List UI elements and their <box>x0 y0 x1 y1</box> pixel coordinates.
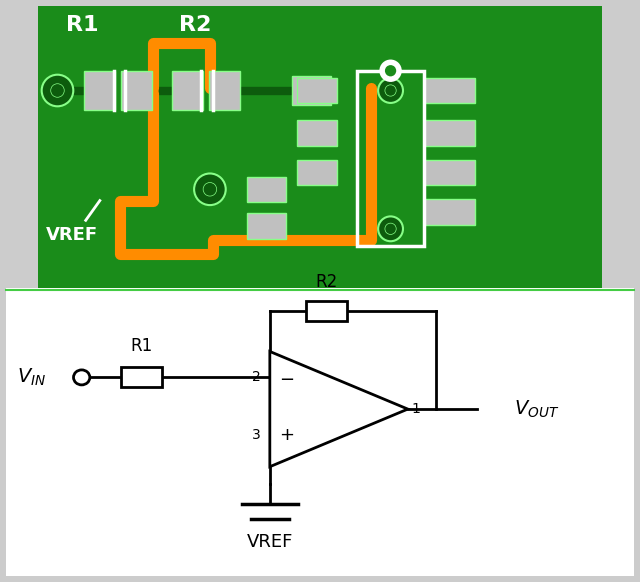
Bar <box>172 71 203 110</box>
Circle shape <box>385 223 396 235</box>
Bar <box>246 176 286 202</box>
Text: R2: R2 <box>315 274 337 292</box>
Circle shape <box>42 74 74 107</box>
Text: VREF: VREF <box>246 533 293 551</box>
Bar <box>306 301 347 321</box>
Text: 2: 2 <box>252 370 260 384</box>
Bar <box>424 120 476 146</box>
Text: −: − <box>279 371 294 389</box>
Circle shape <box>51 84 64 97</box>
Bar <box>424 78 476 103</box>
Text: 1: 1 <box>411 402 420 416</box>
Text: VREF: VREF <box>46 226 99 244</box>
Text: R2: R2 <box>179 15 211 36</box>
Circle shape <box>385 85 396 96</box>
Circle shape <box>74 370 90 385</box>
Circle shape <box>380 61 401 81</box>
Circle shape <box>203 183 217 196</box>
Circle shape <box>378 217 403 241</box>
Text: $V_{IN}$: $V_{IN}$ <box>17 367 46 388</box>
Bar <box>121 71 152 110</box>
Text: $V_{OUT}$: $V_{OUT}$ <box>515 399 560 420</box>
Bar <box>424 199 476 225</box>
Bar <box>298 120 337 146</box>
Text: +: + <box>279 426 294 444</box>
Circle shape <box>194 173 226 205</box>
Text: R1: R1 <box>130 337 152 354</box>
Circle shape <box>378 78 403 103</box>
Bar <box>424 159 476 185</box>
Bar <box>292 76 332 105</box>
Bar <box>246 213 286 239</box>
Polygon shape <box>270 352 408 467</box>
Text: 3: 3 <box>252 428 260 442</box>
Bar <box>84 71 115 110</box>
Bar <box>209 71 239 110</box>
Bar <box>121 367 162 388</box>
Bar <box>298 159 337 185</box>
Text: R1: R1 <box>66 15 99 36</box>
Bar <box>298 78 337 103</box>
Bar <box>356 71 424 246</box>
Circle shape <box>385 65 396 76</box>
